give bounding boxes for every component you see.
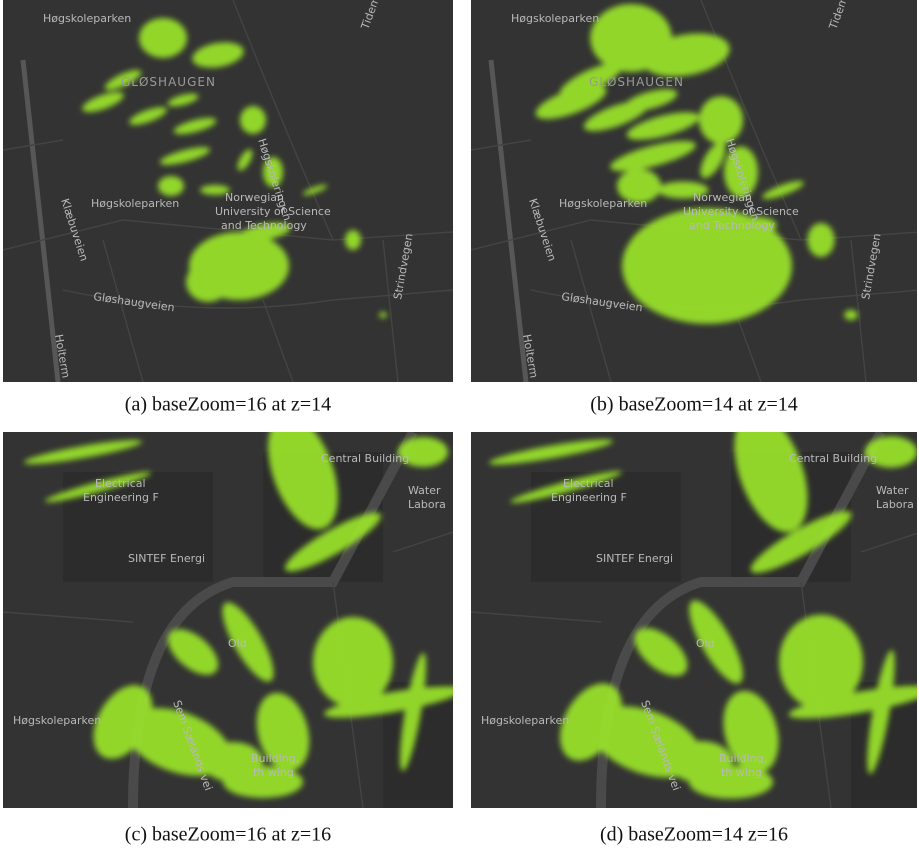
map-label: Høgskoleparken: [559, 197, 647, 210]
map-label: Electrical: [563, 477, 614, 490]
heat-blob: [313, 617, 393, 707]
map-label: th wing: [253, 766, 294, 779]
map-panel: HøgskoleparkenGLØSHAUGENHøgskoleringenNo…: [3, 0, 453, 382]
map-label: Electrical: [95, 477, 146, 490]
map-label: Water: [876, 484, 909, 497]
heat-blob: [345, 230, 361, 250]
map-label: SINTEF Energi: [596, 552, 673, 565]
map-label: University of Science: [683, 205, 799, 218]
map-label: th wing: [721, 766, 762, 779]
heat-blob: [186, 262, 230, 302]
map-label: Norwegian: [693, 191, 752, 204]
map-label: and Technology: [689, 219, 775, 232]
map-label: GLØSHAUGEN: [121, 75, 216, 89]
heat-blob: [158, 176, 184, 196]
map-label: SINTEF Energi: [128, 552, 205, 565]
map-label: Old: [696, 637, 715, 650]
figure: HøgskoleparkenGLØSHAUGENHøgskoleringenNo…: [0, 0, 919, 858]
heat-blob: [240, 106, 266, 134]
map-label: Engineering F: [83, 491, 159, 504]
map-label: Building,: [719, 752, 767, 765]
map-label: Labora: [408, 498, 446, 511]
caption: (c) baseZoom=16 at z=16: [125, 824, 331, 846]
map-label: and Technology: [221, 219, 307, 232]
heat-blob: [139, 18, 187, 58]
map: ElectricalEngineering F SINTEF Energi Høgs…: [471, 402, 919, 808]
map-label: University of Science: [215, 205, 331, 218]
map-label: Central Building: [321, 452, 409, 465]
heat-blob: [639, 248, 714, 316]
map-label: Water: [408, 484, 441, 497]
map-label: Høgskoleparken: [13, 714, 101, 727]
map-panel: HøgskoleparkenGLØSHAUGENHøgskoleringenNo…: [471, 0, 919, 382]
map-label: Old: [228, 637, 247, 650]
heat-blob: [699, 96, 743, 144]
map-label: Labora: [876, 498, 914, 511]
map-label: Norwegian: [225, 191, 284, 204]
map-label: GLØSHAUGEN: [589, 75, 684, 89]
map-label: Høgskoleparken: [91, 197, 179, 210]
heat-blob: [844, 310, 858, 320]
caption: (d) baseZoom=14 z=16: [600, 824, 788, 846]
map-label: Høgskoleparken: [511, 12, 599, 25]
caption: (a) baseZoom=16 at z=14: [125, 394, 331, 416]
map: HøgskoleparkenGLØSHAUGENHøgskoleringenNo…: [3, 0, 453, 382]
map-label: Høgskoleparken: [481, 714, 569, 727]
map-label: Building,: [251, 752, 299, 765]
heat-blob: [807, 223, 834, 257]
map-label: Høgskoleparken: [43, 12, 131, 25]
map-panel: ElectricalEngineering F SINTEF Energi Høgs…: [471, 402, 919, 808]
heat-blob: [379, 312, 387, 318]
caption: (b) baseZoom=14 at z=14: [590, 394, 798, 416]
map: HøgskoleparkenGLØSHAUGENHøgskoleringenNo…: [471, 0, 919, 382]
map-label: Central Building: [789, 452, 877, 465]
map-label: Engineering F: [551, 491, 627, 504]
